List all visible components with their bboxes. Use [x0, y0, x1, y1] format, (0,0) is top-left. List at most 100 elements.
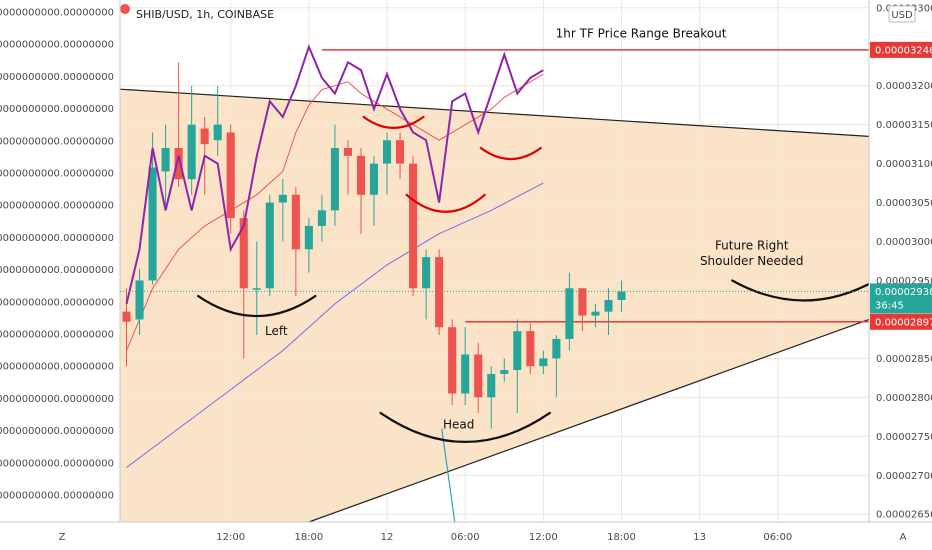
consolidation-zone — [120, 89, 869, 522]
red-cup-lower — [405, 193, 486, 213]
candle-body — [604, 299, 613, 312]
right-axis-tick-label: 0.00003100 — [876, 159, 932, 170]
candle-body — [343, 148, 352, 156]
candle-body — [526, 331, 535, 367]
candle — [409, 155, 418, 297]
price-tag-current — [870, 283, 932, 314]
candle — [448, 319, 457, 406]
candle — [317, 194, 326, 242]
candle-body — [356, 155, 366, 195]
candle — [369, 155, 379, 226]
currency-badge — [888, 5, 916, 23]
right-axis-tick-label: 0.00003150 — [876, 120, 932, 131]
left-axis-tick-label: 3000000000000000.00000000 — [0, 426, 114, 437]
right-axis-tick-label: 0.00002700 — [876, 471, 932, 482]
left-axis-tick-label: 3550000000000000.00000000 — [0, 72, 114, 83]
candle — [265, 194, 274, 297]
right-axis-tick-label: 0.00002950 — [876, 276, 932, 287]
annotation-text: Future Right — [715, 238, 789, 252]
left-axis-tick-label: 2950000000000000.00000000 — [0, 458, 114, 469]
right-axis-tick-label: 0.00002850 — [876, 354, 932, 365]
candle-body — [317, 210, 326, 226]
left-axis-tick-label: 3250000000000000.00000000 — [0, 265, 114, 276]
candle-body — [448, 327, 457, 394]
candle — [578, 288, 587, 332]
time-axis-tick-label: 18:00 — [607, 532, 636, 543]
auto-scale-button[interactable]: A — [900, 532, 907, 543]
price-tag — [870, 41, 932, 58]
lower-trendline — [308, 318, 870, 523]
candle-body — [148, 167, 157, 281]
candle — [148, 132, 157, 285]
right-axis-tick-label: 0.00002650 — [876, 510, 932, 521]
candle — [239, 210, 248, 359]
candle — [161, 124, 170, 211]
candle — [500, 358, 509, 382]
candle-body — [435, 257, 444, 328]
candle-body — [213, 124, 222, 141]
candle-body — [174, 148, 183, 180]
time-axis-tick-label: 18:00 — [294, 532, 323, 543]
symbol-title: SHIB/USD, 1h, COINBASE — [136, 8, 274, 21]
annotation-text: Left — [265, 324, 288, 338]
candle-body — [304, 225, 313, 250]
left-shoulder-arc — [197, 294, 317, 318]
candle — [474, 342, 483, 413]
candle-body — [578, 288, 587, 316]
candle — [435, 249, 444, 336]
candle — [396, 132, 405, 180]
price-tag-label: 0.00002936 — [875, 287, 932, 298]
red-cup-upper-left — [362, 115, 425, 129]
time-axis-tick-label: 12:00 — [216, 532, 245, 543]
candle — [461, 327, 470, 406]
candle-body — [278, 194, 287, 203]
candle-body — [135, 280, 144, 320]
candle-body — [487, 373, 496, 398]
candle — [591, 303, 600, 328]
candle — [565, 272, 574, 351]
price-tag — [870, 313, 932, 330]
candle — [174, 62, 183, 187]
right-axis-tick-label: 0.00002800 — [876, 393, 932, 404]
candle-body — [422, 257, 431, 289]
candle-body — [200, 128, 209, 145]
right-axis-tick-label: 0.00003200 — [876, 81, 932, 92]
candle-body — [409, 163, 418, 289]
time-axis-tick-label: 06:00 — [763, 532, 792, 543]
annotation-text: Head — [443, 418, 474, 432]
price-tag-label: 0.00002897 — [875, 317, 932, 328]
zoom-button[interactable]: Z — [59, 532, 66, 543]
head-arc — [379, 411, 551, 444]
left-axis-tick-label: 3450000000000000.00000000 — [0, 136, 114, 147]
candle — [539, 350, 548, 374]
candle-body — [330, 148, 339, 211]
candle-body — [539, 358, 548, 367]
header-status-dot — [120, 4, 130, 14]
price-tag-label: 0.00003246 — [875, 45, 932, 56]
left-axis-tick-label: 3050000000000000.00000000 — [0, 394, 114, 405]
red-cup-upper-right — [479, 146, 542, 160]
currency-badge-label: USD — [891, 10, 913, 21]
left-axis-tick-label: 3650000000000000.00000000 — [0, 8, 114, 19]
left-axis-tick-label: 3500000000000000.00000000 — [0, 104, 114, 115]
right-axis-background — [869, 0, 932, 550]
left-axis-background — [0, 0, 120, 550]
candle-body — [396, 140, 405, 164]
cyan-drawing-line — [441, 428, 456, 523]
candle-body — [382, 140, 392, 164]
candle-body — [617, 291, 626, 300]
left-axis-tick-label: 3150000000000000.00000000 — [0, 330, 114, 341]
upper-trendline — [119, 88, 870, 137]
candle — [526, 323, 535, 374]
candle-body — [239, 218, 248, 289]
candle-body — [122, 311, 131, 322]
left-axis-tick-label: 3600000000000000.00000000 — [0, 40, 114, 51]
candle-body — [161, 148, 170, 172]
purple-line — [125, 43, 544, 305]
left-axis-tick-label: 3300000000000000.00000000 — [0, 233, 114, 244]
candle — [617, 280, 626, 312]
time-axis-tick-label: 13 — [693, 532, 706, 543]
candle — [135, 268, 144, 336]
candle-body — [513, 331, 522, 371]
